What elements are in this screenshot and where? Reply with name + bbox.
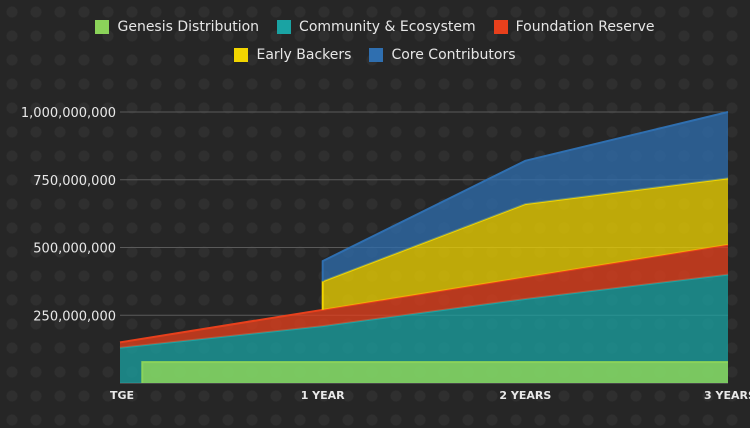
legend-swatch xyxy=(234,48,249,62)
area-early-backers[interactable] xyxy=(322,178,728,310)
x-axis-ticks: TGE 1 YEAR 2 YEARS 3 YEARS xyxy=(110,389,750,402)
legend-swatch xyxy=(493,20,508,34)
area-foundation-reserve[interactable] xyxy=(120,244,728,348)
area-series xyxy=(119,111,729,383)
x-tick-label: TGE xyxy=(110,389,134,402)
x-tick-label: 1 YEAR xyxy=(301,389,345,402)
legend-item-early-backers[interactable]: Early Backers xyxy=(234,47,351,63)
legend-row-1: Genesis Distribution Community & Ecosyst… xyxy=(0,19,750,35)
x-tick-label: 2 YEARS xyxy=(499,389,551,402)
legend-label: Genesis Distribution xyxy=(117,19,260,35)
legend-swatch xyxy=(277,20,292,34)
area-community-ecosystem[interactable] xyxy=(120,274,728,383)
legend-item-genesis-distribution[interactable]: Genesis Distribution xyxy=(95,19,259,35)
legend-label: Foundation Reserve xyxy=(515,19,655,35)
legend-swatch xyxy=(369,48,384,62)
line-core-contributors xyxy=(321,111,729,282)
area-genesis-distribution[interactable] xyxy=(142,362,729,383)
legend-item-community-ecosystem[interactable]: Community & Ecosystem xyxy=(277,19,476,35)
x-tick-label: 3 YEARS xyxy=(704,389,750,402)
legend-label: Early Backers xyxy=(256,47,352,63)
legend-row-2: Early Backers Core Contributors xyxy=(0,47,750,63)
area-core-contributors[interactable] xyxy=(322,112,728,282)
legend-item-foundation-reserve[interactable]: Foundation Reserve xyxy=(493,19,655,35)
y-tick-label: 1,000,000,000 xyxy=(21,106,116,121)
line-genesis-distribution xyxy=(141,361,728,383)
y-tick-label: 250,000,000 xyxy=(33,309,116,324)
y-tick-label: 500,000,000 xyxy=(33,242,116,257)
legend-swatch xyxy=(95,20,110,34)
y-tick-label: 750,000,000 xyxy=(33,174,116,189)
legend-label: Community & Ecosystem xyxy=(299,19,476,35)
legend-item-core-contributors[interactable]: Core Contributors xyxy=(369,47,516,63)
legend-label: Core Contributors xyxy=(391,47,516,63)
y-axis-ticks: 250,000,000 500,000,000 750,000,000 1,000,0… xyxy=(21,106,116,324)
